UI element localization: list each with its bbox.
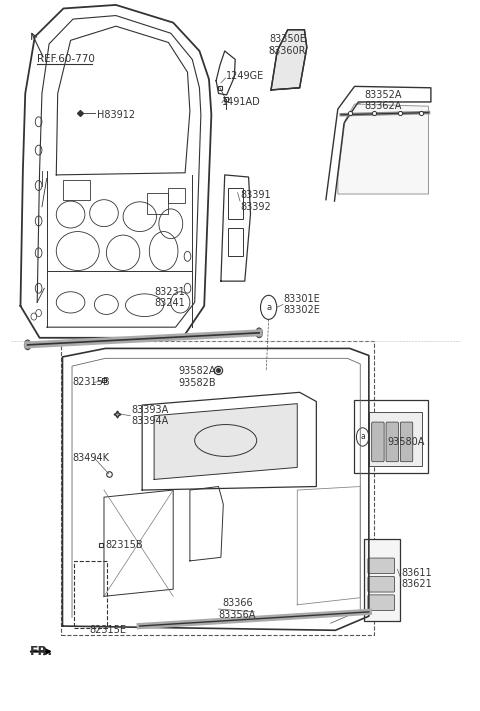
Bar <box>61 341 373 635</box>
Text: a: a <box>360 432 365 442</box>
Polygon shape <box>154 404 297 479</box>
FancyBboxPatch shape <box>368 558 395 574</box>
Bar <box>63 180 90 200</box>
Circle shape <box>24 340 31 350</box>
Polygon shape <box>338 104 429 194</box>
Text: 1249GE: 1249GE <box>226 71 264 81</box>
FancyBboxPatch shape <box>386 422 398 461</box>
Text: 1491AD: 1491AD <box>222 97 261 107</box>
Text: a: a <box>266 303 271 312</box>
Text: FR.: FR. <box>30 645 53 658</box>
Text: 83391
83392: 83391 83392 <box>240 191 271 212</box>
Text: 82315B: 82315B <box>72 378 109 387</box>
FancyBboxPatch shape <box>368 577 395 592</box>
Circle shape <box>256 328 263 338</box>
Text: REF.60-770: REF.60-770 <box>37 55 95 65</box>
Text: 93580A: 93580A <box>387 437 424 447</box>
FancyBboxPatch shape <box>372 422 384 461</box>
Bar <box>228 228 243 257</box>
Text: H83912: H83912 <box>97 109 135 119</box>
Text: 83393A
83394A: 83393A 83394A <box>131 405 168 427</box>
FancyBboxPatch shape <box>400 422 413 461</box>
FancyBboxPatch shape <box>364 539 400 621</box>
Text: 83352A
83362A: 83352A 83362A <box>364 90 402 112</box>
Text: 83350E
83360R: 83350E 83360R <box>269 35 306 56</box>
FancyBboxPatch shape <box>368 595 395 611</box>
Polygon shape <box>271 30 307 90</box>
Text: 83366
83356A: 83366 83356A <box>218 598 256 620</box>
Text: 83611
83621: 83611 83621 <box>401 568 432 589</box>
Bar <box>168 188 185 203</box>
Text: 83301E
83302E: 83301E 83302E <box>283 294 320 315</box>
Bar <box>147 193 168 214</box>
Text: 83231
83241: 83231 83241 <box>154 287 185 309</box>
FancyBboxPatch shape <box>369 412 422 466</box>
Text: 93582A
93582B: 93582A 93582B <box>178 366 216 387</box>
Text: 82315E: 82315E <box>90 625 127 636</box>
Bar <box>228 188 243 219</box>
Text: 82315B: 82315B <box>106 540 143 550</box>
Text: 83494K: 83494K <box>72 453 109 463</box>
